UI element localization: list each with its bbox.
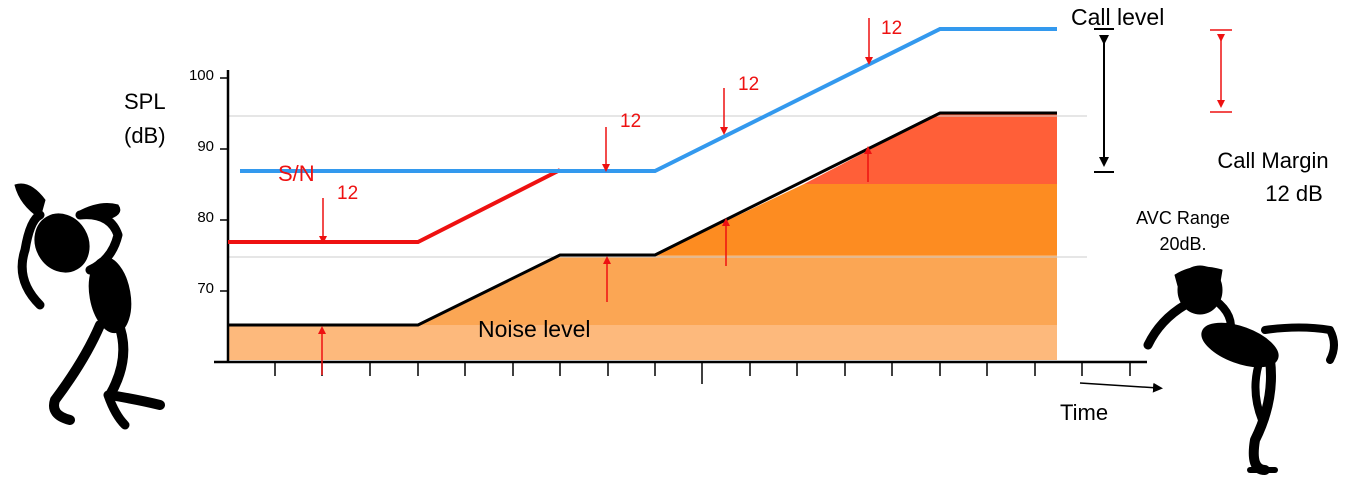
avc-range-label: AVC Range xyxy=(1136,208,1230,228)
margin-label: 12 xyxy=(738,74,759,95)
avc-range-indicator xyxy=(1210,29,1232,113)
fill-band-red xyxy=(804,113,1057,184)
x-axis-ticks xyxy=(274,362,1131,384)
margin-label: 12 xyxy=(620,111,641,132)
sn-line xyxy=(228,168,561,244)
margin-label: 12 xyxy=(337,183,358,204)
margin-arrows xyxy=(319,18,873,244)
call-margin-indicator xyxy=(1094,28,1114,173)
avc-range-value: 20dB. xyxy=(1159,234,1206,254)
y-tick-label: 90 xyxy=(197,138,214,155)
noise-fill-regions xyxy=(228,113,1057,360)
fill-band-light xyxy=(228,325,1057,360)
person-cupping-ear-figure xyxy=(1143,265,1338,475)
y-tick-label: 70 xyxy=(197,280,214,297)
noise-level-label: Noise level xyxy=(478,316,591,342)
time-arrow xyxy=(1079,382,1163,393)
fill-band-mid xyxy=(418,255,1057,325)
y-tick-labels: 100 90 80 70 xyxy=(189,67,214,297)
call-margin-label: Call Margin xyxy=(1217,148,1328,173)
noise-level-line xyxy=(228,111,1057,327)
fill-band-orange xyxy=(655,184,1057,255)
noise-rise-arrows xyxy=(318,146,872,375)
call-margin-value: 12 dB xyxy=(1265,181,1323,206)
person-covering-ears-figure xyxy=(14,183,165,430)
y-axis-ticks xyxy=(220,77,228,292)
gridlines xyxy=(228,115,1087,258)
y-axis-label-spl: SPL xyxy=(124,89,166,114)
margin-label: 12 xyxy=(881,18,902,39)
y-tick-label: 100 xyxy=(189,67,214,84)
y-tick-label: 80 xyxy=(197,209,214,226)
call-level-line xyxy=(240,27,1057,173)
y-axis-label-db: (dB) xyxy=(124,123,166,148)
time-label: Time xyxy=(1060,400,1108,425)
call-level-label: Call level xyxy=(1071,4,1164,30)
sn-label: S/N xyxy=(278,161,315,186)
